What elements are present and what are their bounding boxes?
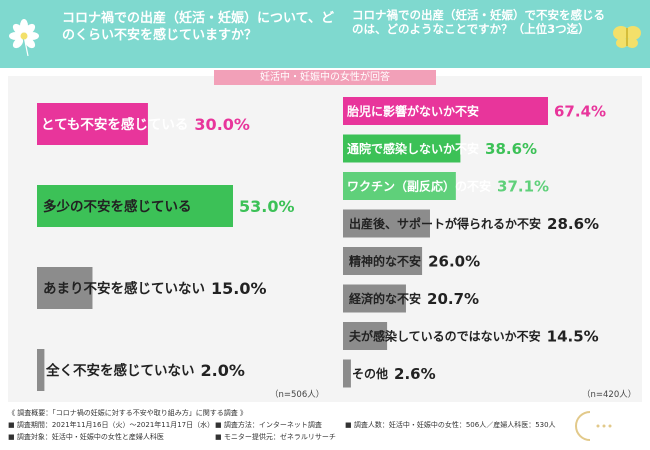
bar-2-8 — [343, 359, 351, 388]
sample-size-left: （n=506人） — [270, 390, 325, 400]
survey-count: ■ 調査人数：妊活中・妊娠中の女性：506人／産婦人科医：530人 — [345, 421, 556, 429]
bar-1-1 — [37, 103, 148, 145]
question-right: コロナ禍での出産（妊活・妊娠）で不安を感じるのは、どのようなことですか？（上位3… — [352, 8, 605, 36]
value-label-2-1: 67.4% — [554, 103, 606, 121]
value-label-2-8: 2.6% — [394, 365, 436, 383]
bar-2-1 — [343, 97, 548, 125]
survey-footer: 《 調査概要：「コロナ禍の妊娠に対する不安や取り組み方」に関する調査 》 ■ 調… — [0, 405, 650, 450]
bar-label-2-3: ワクチン（副反応）の不安 — [347, 179, 491, 194]
bar-2-6 — [343, 284, 406, 313]
value-label-2-3: 37.1% — [497, 178, 549, 196]
bar-label-1-4: 全く不安を感じていない — [45, 362, 195, 379]
value-label-2-5: 26.0% — [428, 253, 480, 271]
sample-size-right: （n=420人） — [582, 390, 637, 400]
bar-2-7 — [343, 322, 388, 350]
bar-1-4 — [37, 349, 45, 391]
value-label-2-7: 14.5% — [547, 328, 599, 346]
value-label-1-2: 53.0% — [239, 197, 295, 216]
header-band: コロナ禍での出産（妊活・妊娠）について、どのくらい不安を感じていますか？ コロナ… — [0, 0, 650, 68]
respondent-banner: 妊活中・妊娠中の女性が回答 — [214, 70, 436, 85]
value-label-1-3: 15.0% — [211, 279, 267, 298]
bar-2-2 — [343, 134, 461, 163]
bar-2-4 — [343, 209, 430, 238]
bar-label-1-3: あまり不安を感じていない — [43, 280, 205, 297]
question-left: コロナ禍での出産（妊活・妊娠）について、どのくらい不安を感じていますか？ — [62, 11, 334, 43]
bar-label-1-2: 多少の不安を感じている — [43, 198, 192, 215]
flower-icon — [9, 19, 39, 56]
bar-label-2-2: 通院で感染しないか不安 — [347, 141, 479, 156]
bar-1-3 — [37, 267, 93, 309]
bar-label-2-8: その他 — [352, 366, 388, 381]
butterfly-icon — [613, 26, 641, 48]
value-label-1-1: 30.0% — [194, 115, 250, 134]
bar-label-2-1: 胎児に影響がないか不安 — [347, 104, 479, 119]
survey-target: ■ 調査対象：妊活中・妊娠中の女性と産婦人科医 — [8, 433, 164, 441]
brand-logo — [575, 411, 612, 441]
survey-provider: ■ モニター提供元：ゼネラルリサーチ — [215, 433, 336, 441]
bar-label-1-1: とても不安を感じている — [41, 116, 188, 133]
survey-title: 《 調査概要：「コロナ禍の妊娠に対する不安や取り組み方」に関する調査 》 — [8, 409, 247, 417]
survey-period: ■ 調査期間：2021年11月16日（火）～2021年11月17日（水） — [8, 421, 215, 429]
value-label-2-4: 28.6% — [547, 215, 599, 233]
bar-2-3 — [343, 172, 456, 200]
bar-label-2-7: 夫が感染しているのではないか不安 — [348, 329, 541, 344]
bar-label-2-4: 出産後、サポートが得られるか不安 — [349, 216, 541, 231]
value-label-1-4: 2.0% — [201, 361, 245, 380]
bar-2-5 — [343, 247, 423, 275]
bar-label-2-5: 精神的な不安 — [349, 254, 421, 269]
survey-method: ■ 調査方法：インターネット調査 — [215, 421, 322, 429]
bar-charts: とても不安を感じている 30.0% 多少の不安を感じている 53.0% あまり不安を感じ… — [37, 97, 606, 391]
value-label-2-6: 20.7% — [427, 290, 479, 308]
value-label-2-2: 38.6% — [485, 140, 537, 158]
bar-label-2-6: 経済的な不安 — [349, 291, 421, 306]
bar-1-2 — [37, 185, 233, 227]
